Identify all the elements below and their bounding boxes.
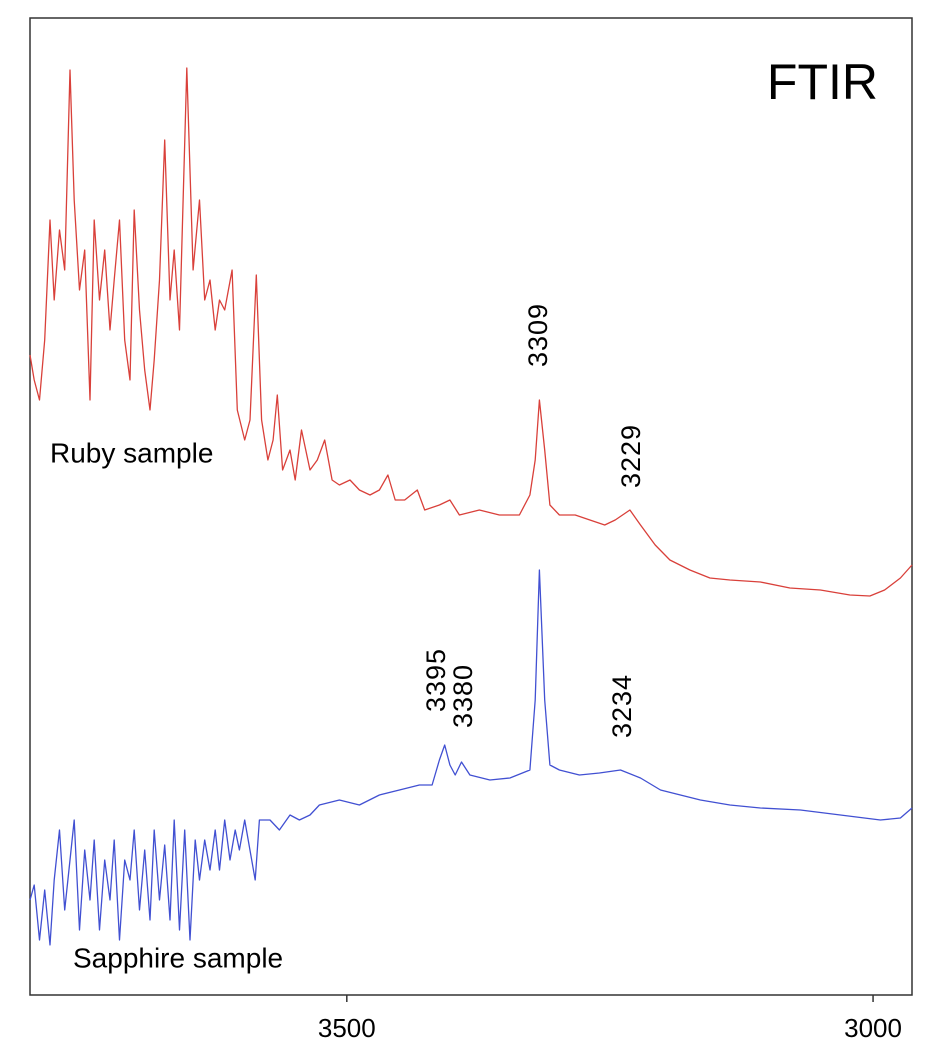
peak-annotation: 3380 xyxy=(448,664,478,728)
spectrum-line xyxy=(29,569,913,946)
series-label: Sapphire sample xyxy=(73,942,283,973)
series-label: Ruby sample xyxy=(50,437,213,468)
peak-annotation: 3229 xyxy=(616,424,646,488)
spectrum-line xyxy=(29,67,913,597)
peak-annotation: 3309 xyxy=(523,303,553,367)
x-tick-label: 3500 xyxy=(318,1013,376,1043)
chart-title: FTIR xyxy=(767,54,878,110)
plot-frame xyxy=(29,17,913,996)
peak-annotation: 3395 xyxy=(421,648,451,712)
x-tick-label: 3000 xyxy=(844,1013,902,1043)
peak-annotation: 3234 xyxy=(607,674,637,738)
